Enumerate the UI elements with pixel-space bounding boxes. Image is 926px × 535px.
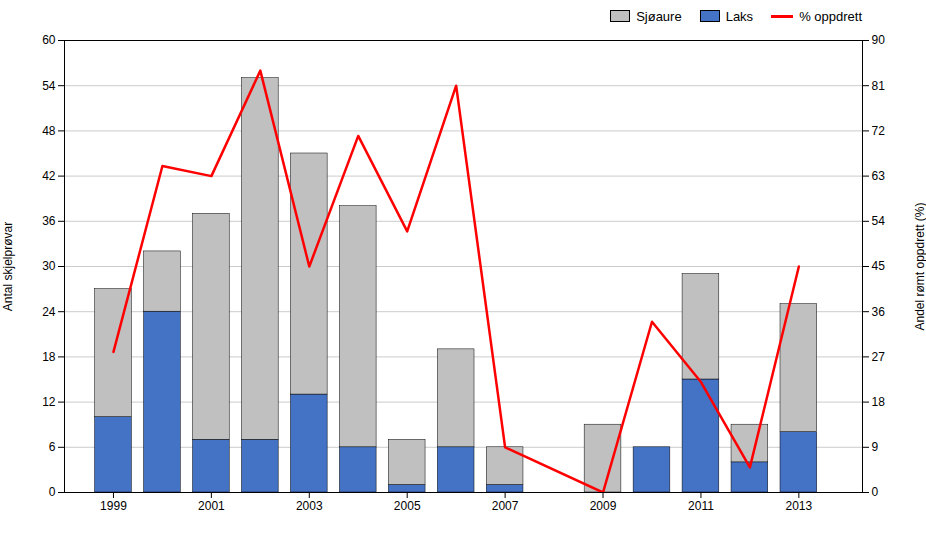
svg-text:27: 27: [872, 350, 886, 364]
svg-text:Andel rømt oppdrett (%): Andel rømt oppdrett (%): [913, 202, 926, 330]
svg-text:81: 81: [872, 79, 886, 93]
svg-text:2007: 2007: [492, 499, 519, 513]
svg-text:54: 54: [872, 214, 886, 228]
svg-text:2005: 2005: [394, 499, 421, 513]
svg-text:18: 18: [872, 395, 886, 409]
svg-text:54: 54: [42, 79, 56, 93]
svg-text:63: 63: [872, 169, 886, 183]
svg-text:36: 36: [42, 214, 56, 228]
svg-text:18: 18: [42, 350, 56, 364]
svg-text:72: 72: [872, 124, 886, 138]
svg-text:2013: 2013: [786, 499, 813, 513]
html-text:Sjøaure: Sjøaure: [636, 8, 682, 24]
svg-text:6: 6: [49, 440, 56, 454]
svg-text:45: 45: [872, 259, 886, 273]
svg-text:30: 30: [42, 259, 56, 273]
svg-text:36: 36: [872, 305, 886, 319]
svg-text:0: 0: [872, 485, 879, 499]
svg-text:Antal skjelprøvar: Antal skjelprøvar: [1, 222, 15, 311]
svg-text:42: 42: [42, 169, 56, 183]
svg-text:1999: 1999: [100, 499, 127, 513]
svg-text:12: 12: [42, 395, 56, 409]
svg-text:2009: 2009: [590, 499, 617, 513]
svg-text:48: 48: [42, 124, 56, 138]
svg-text:2001: 2001: [198, 499, 225, 513]
svg-text:24: 24: [42, 305, 56, 319]
svg-text:2011: 2011: [688, 499, 714, 513]
html-text:Laks: Laks: [725, 8, 754, 24]
svg-text:90: 90: [872, 33, 886, 47]
svg-text:0: 0: [49, 485, 56, 499]
html-text:% oppdrett: % oppdrett: [799, 8, 862, 24]
svg-text:2003: 2003: [296, 499, 323, 513]
svg-text:9: 9: [872, 440, 879, 454]
svg-text:60: 60: [42, 33, 56, 47]
